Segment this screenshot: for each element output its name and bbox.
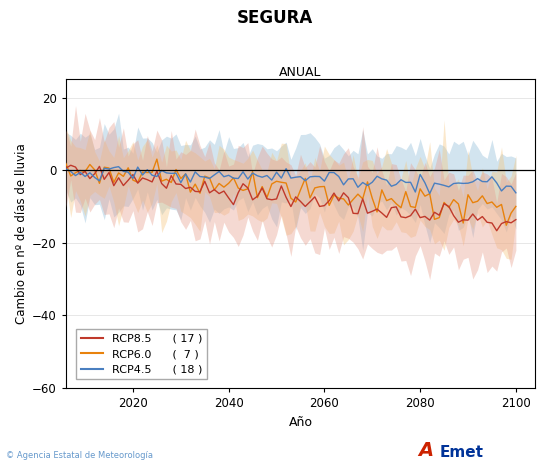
X-axis label: Año: Año (288, 415, 312, 429)
Title: ANUAL: ANUAL (279, 67, 322, 79)
Y-axis label: Cambio en nº de días de lluvia: Cambio en nº de días de lluvia (15, 143, 28, 324)
Text: © Agencia Estatal de Meteorología: © Agencia Estatal de Meteorología (6, 451, 152, 460)
Text: Emet: Emet (440, 445, 484, 460)
Text: A: A (418, 441, 433, 460)
Legend: RCP8.5      ( 17 ), RCP6.0      (  7 ), RCP4.5      ( 18 ): RCP8.5 ( 17 ), RCP6.0 ( 7 ), RCP4.5 ( 18… (76, 329, 207, 379)
Text: SEGURA: SEGURA (237, 9, 313, 27)
